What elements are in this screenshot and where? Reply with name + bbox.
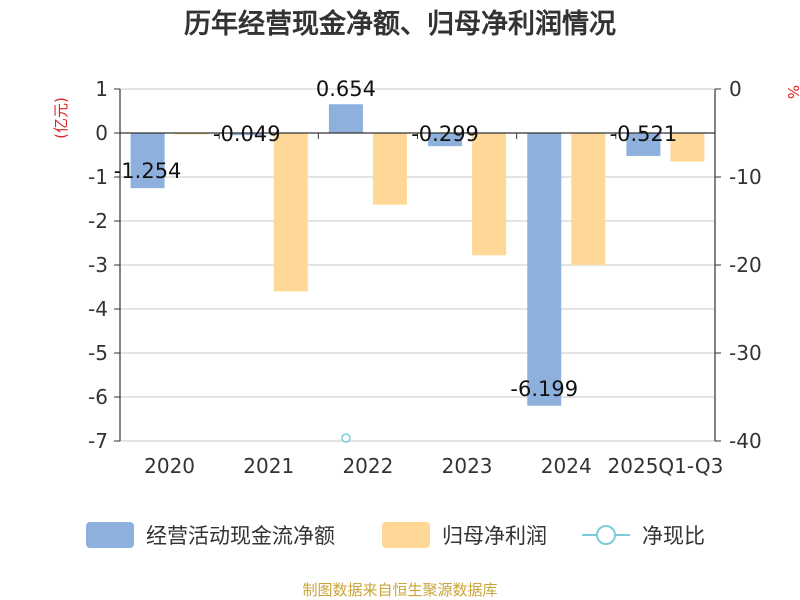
bars bbox=[130, 104, 705, 443]
bar-cashflow bbox=[428, 133, 463, 147]
right-tick-label: -40 bbox=[729, 429, 762, 453]
data-label: 0.654 bbox=[316, 77, 376, 101]
data-label: -0.299 bbox=[411, 122, 479, 146]
left-tick-label: -2 bbox=[88, 209, 108, 233]
left-tick-label: -1 bbox=[88, 165, 108, 189]
bar-profit bbox=[174, 133, 209, 135]
bar-cashflow bbox=[229, 133, 264, 136]
bar-cashflow bbox=[527, 133, 562, 406]
data-label: -1.254 bbox=[114, 159, 182, 183]
x-tick-label: 2025Q1-Q3 bbox=[608, 454, 724, 478]
right-tick-label: -20 bbox=[729, 253, 762, 277]
grid bbox=[120, 88, 715, 442]
bar-profit bbox=[372, 133, 407, 205]
x-tick-label: 2020 bbox=[144, 454, 195, 478]
left-tick-label: -5 bbox=[88, 341, 108, 365]
legend-label-profit: 归母净利润 bbox=[442, 524, 547, 548]
left-tick-label: -6 bbox=[88, 385, 108, 409]
legend-label-ratio: 净现比 bbox=[642, 524, 705, 548]
left-tick-label: -7 bbox=[88, 429, 108, 453]
x-tick-label: 2024 bbox=[541, 454, 592, 478]
data-label: -0.049 bbox=[213, 122, 281, 146]
legend-marker-ratio bbox=[596, 525, 616, 545]
ratio-point bbox=[341, 433, 351, 443]
legend-swatch-profit bbox=[382, 522, 430, 548]
legend-label-cashflow: 经营活动现金流净额 bbox=[146, 524, 335, 548]
legend-swatch-cashflow bbox=[86, 522, 134, 548]
chart-title: 历年经营现金净额、归母净利润情况 bbox=[184, 8, 616, 40]
bar-profit bbox=[472, 133, 507, 256]
left-tick-label: -3 bbox=[88, 253, 108, 277]
data-label: -0.521 bbox=[610, 122, 678, 146]
x-tick-label: 2022 bbox=[342, 454, 393, 478]
legend: 经营活动现金流净额 归母净利润 净现比 bbox=[86, 522, 705, 548]
right-tick-label: 0 bbox=[729, 77, 742, 101]
source-note: 制图数据来自恒生聚源数据库 bbox=[302, 581, 497, 599]
bar-profit bbox=[273, 133, 308, 292]
bar-cashflow bbox=[130, 133, 165, 189]
right-tick-label: -30 bbox=[729, 341, 762, 365]
left-tick-label: -4 bbox=[88, 297, 108, 321]
bar-profit bbox=[670, 133, 705, 162]
data-labels: -1.254 -0.049 0.654 -0.299 -6.199 -0.521 bbox=[114, 77, 678, 401]
data-label: -6.199 bbox=[510, 377, 578, 401]
left-axis-unit: (亿元) bbox=[52, 97, 70, 139]
x-tick-label: 2021 bbox=[243, 454, 294, 478]
axes: 1 0 -1 -2 -3 -4 -5 -6 -7 0 -10 -20 -30 -40 2020 2021 202… bbox=[88, 77, 762, 478]
right-tick-label: -10 bbox=[729, 165, 762, 189]
left-tick-label: 1 bbox=[95, 77, 108, 101]
bar-cashflow bbox=[328, 104, 363, 133]
bar-profit bbox=[571, 133, 606, 265]
right-axis-unit: % bbox=[784, 85, 800, 99]
left-tick-label: 0 bbox=[95, 121, 108, 145]
x-tick-label: 2023 bbox=[442, 454, 493, 478]
bar-cashflow bbox=[626, 133, 661, 156]
